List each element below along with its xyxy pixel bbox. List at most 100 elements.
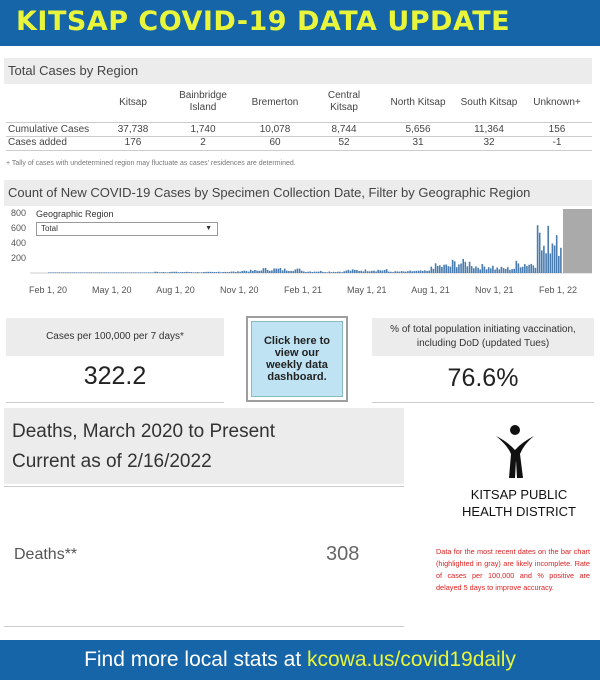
- chart-bar: [175, 271, 178, 273]
- column-header-bremerton: Bremerton: [251, 97, 299, 108]
- chart-bar: [105, 272, 107, 273]
- geo-filter-label: Geographic Region: [36, 209, 114, 219]
- column-header-north-kitsap: North Kitsap: [390, 97, 446, 108]
- chart-bar: [324, 272, 326, 273]
- chart-bar: [375, 271, 377, 273]
- chart-bar: [447, 266, 450, 273]
- chart-bar: [385, 269, 388, 273]
- x-tick-label: Nov 1, 20: [220, 285, 259, 295]
- chart-bar: [532, 265, 535, 273]
- chart-bar: [247, 271, 250, 273]
- chart-bar: [222, 272, 224, 273]
- chart-bar: [413, 271, 416, 273]
- x-tick-label: Aug 1, 21: [411, 285, 450, 295]
- page-title: KITSAP COVID-19 DATA UPDATE: [16, 6, 511, 37]
- chart-bar: [360, 270, 362, 273]
- chart-bar: [201, 272, 203, 273]
- y-tick-label: 600: [11, 223, 26, 233]
- chart-bar: [292, 271, 294, 273]
- weekly-dashboard-button-label: Click here to view our weekly data dashb…: [251, 321, 343, 397]
- chart-bar: [407, 271, 409, 273]
- chart-bar: [198, 272, 201, 273]
- chart-bar: [441, 266, 443, 273]
- chart-bar: [133, 272, 135, 273]
- chart-bar: [71, 272, 73, 273]
- column-header-kitsap: Kitsap: [119, 97, 147, 108]
- geo-region-dropdown[interactable]: Total ▼: [36, 222, 218, 236]
- chart-bar: [156, 271, 158, 273]
- chart-bar: [124, 272, 127, 273]
- chart-bar: [490, 268, 492, 273]
- column-header-bainbridge: Bainbridge Island: [179, 90, 227, 113]
- footer-link[interactable]: kcowa.us/covid19daily: [306, 648, 516, 671]
- x-tick-label: Feb 1, 20: [29, 285, 67, 295]
- chart-bar: [249, 269, 252, 273]
- chart-bar: [560, 247, 562, 273]
- chart-bar: [521, 266, 524, 273]
- chart-bar: [275, 268, 277, 273]
- chart-bar: [500, 266, 503, 273]
- chart-bar: [392, 272, 394, 273]
- chart-bar: [528, 264, 530, 273]
- chart-bar: [396, 271, 399, 273]
- chart-bar: [379, 270, 382, 273]
- chart-bar: [226, 272, 229, 273]
- chart-bar: [237, 271, 239, 273]
- chart-bar: [65, 272, 67, 273]
- chart-bar: [398, 271, 401, 273]
- chart-bar: [194, 272, 197, 273]
- deaths-value: 308: [326, 543, 360, 565]
- chart-bar: [305, 272, 307, 273]
- chart-bar: [294, 269, 297, 273]
- x-tick-label: May 1, 21: [347, 285, 387, 295]
- deaths-current-date: Current as of 2/16/2022: [12, 451, 212, 472]
- chart-bar: [507, 267, 509, 273]
- chart-bar: [154, 271, 156, 273]
- chart-bar: [411, 271, 413, 273]
- chart-bar: [303, 271, 305, 273]
- chart-bar: [356, 270, 358, 273]
- chart-bar: [139, 272, 141, 273]
- chart-bar: [84, 272, 86, 273]
- chart-bar: [468, 261, 471, 273]
- table-cell: 8,744: [331, 124, 357, 135]
- chart-bar: [230, 271, 233, 273]
- table-cell: 11,364: [474, 124, 504, 135]
- chart-bar: [88, 272, 90, 273]
- chart-bar: [456, 267, 458, 273]
- divider: [4, 486, 404, 487]
- table-cell: 2: [200, 137, 206, 148]
- column-header-unknown: Unknown+: [533, 97, 581, 108]
- chart-bar: [245, 270, 248, 273]
- chart-bar: [345, 270, 348, 273]
- weekly-dashboard-button[interactable]: Click here to view our weekly data dashb…: [246, 316, 348, 402]
- chart-bar: [479, 269, 481, 273]
- chart-bar: [111, 272, 114, 273]
- chart-bar: [498, 269, 501, 273]
- chart-bar: [343, 271, 345, 273]
- chart-bar: [158, 272, 161, 273]
- chart-bar: [555, 235, 558, 273]
- column-header-south-kitsap: South Kitsap: [460, 97, 518, 108]
- chart-bar: [243, 270, 246, 273]
- chart-bar: [439, 265, 441, 273]
- table-cell: 176: [124, 137, 142, 148]
- cases-rate-label: Cases per 100,000 per 7 days*: [6, 318, 224, 356]
- incomplete-data-highlight: [563, 209, 592, 273]
- chart-bar: [347, 269, 350, 273]
- chart-bar: [298, 268, 301, 273]
- table-cell: -1: [552, 137, 562, 148]
- chart-bar: [530, 263, 532, 273]
- chart-bar: [526, 266, 528, 273]
- chart-bar: [101, 272, 103, 273]
- chart-bar: [473, 268, 475, 273]
- chart-bar: [496, 267, 498, 273]
- chart-bar: [419, 270, 422, 273]
- chart-bar: [67, 272, 69, 273]
- chart-bar: [517, 263, 520, 273]
- table-cell: 32: [483, 137, 495, 148]
- chart-bar: [328, 271, 331, 273]
- chart-bar: [135, 272, 137, 273]
- chart-bar: [279, 268, 282, 273]
- table-cell: 37,738: [117, 124, 149, 135]
